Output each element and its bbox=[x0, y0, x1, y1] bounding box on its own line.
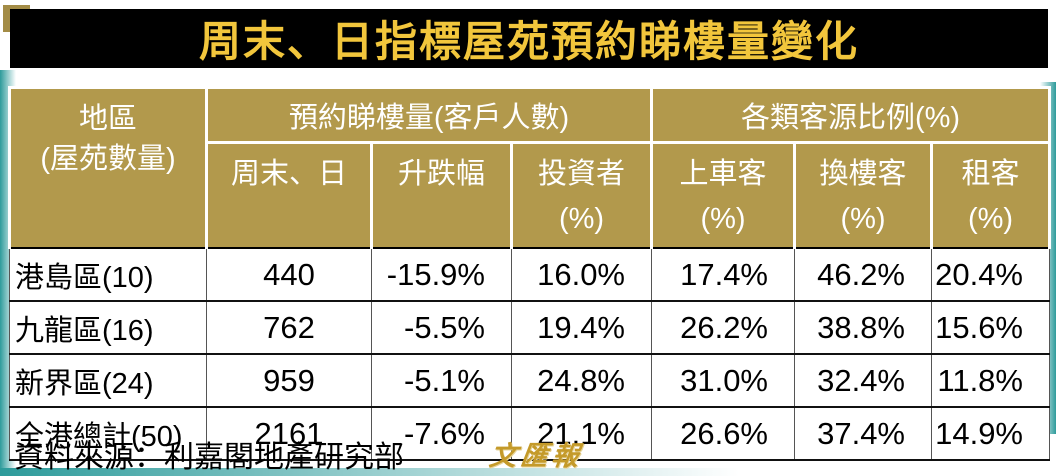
data-source-text: 資料來源：利嘉閣地產研究部 bbox=[14, 441, 404, 474]
cell-change: -5.1% bbox=[371, 353, 512, 408]
cell-renter: 20.4% bbox=[931, 247, 1050, 302]
wenweipo-logo: 文匯報 bbox=[487, 441, 585, 471]
table-row-hk-island: 港島區(10) 440 -15.9% 16.0% 17.4% 46.2% 20.… bbox=[9, 247, 1050, 302]
col-header-investor: 投資者 (%) bbox=[510, 141, 653, 249]
cell-weekend: 959 bbox=[206, 353, 372, 408]
col-header-weekend: 周末、日 bbox=[205, 141, 373, 249]
cell-region: 港島區(10) bbox=[9, 247, 207, 302]
cell-weekend: 762 bbox=[206, 300, 372, 355]
col-header-change: 升跌幅 bbox=[370, 141, 513, 249]
cell-change: -15.9% bbox=[371, 247, 512, 302]
col-header-first-time-buyer: 上車客 (%) bbox=[650, 141, 796, 249]
table-row-kowloon: 九龍區(16) 762 -5.5% 19.4% 26.2% 38.8% 15.6… bbox=[9, 300, 1050, 355]
col-header-weekend-label: 周末、日 bbox=[230, 158, 347, 190]
header-region-line2: (屋苑數量) bbox=[40, 143, 176, 175]
page-title: 周末、日指標屋苑預約睇樓量變化 bbox=[198, 18, 859, 65]
cell-region: 新界區(24) bbox=[9, 353, 207, 408]
col-header-renter-label: 租客 bbox=[961, 158, 1020, 190]
cell-first-time-buyer: 26.6% bbox=[651, 406, 795, 461]
col-header-change-unit bbox=[374, 200, 509, 238]
col-header-change-label: 升跌幅 bbox=[397, 158, 485, 190]
col-header-renter-unit: (%) bbox=[967, 203, 1014, 235]
group-header-row: 地區 (屋苑數量) 預約睇樓量(客戶人數) 各類客源比例(%) bbox=[8, 86, 1051, 249]
col-header-first-time-buyer-unit: (%) bbox=[700, 203, 746, 235]
cell-first-time-buyer: 31.0% bbox=[651, 353, 795, 408]
col-header-weekend-unit bbox=[209, 200, 369, 238]
cell-upgrader: 32.4% bbox=[794, 353, 932, 408]
col-header-investor-unit: (%) bbox=[558, 203, 605, 235]
cell-investor: 16.0% bbox=[511, 247, 652, 302]
cell-investor: 19.4% bbox=[511, 300, 652, 355]
col-header-upgrader-label: 換樓客 bbox=[819, 158, 907, 190]
col-header-upgrader: 換樓客 (%) bbox=[793, 141, 933, 249]
cell-first-time-buyer: 26.2% bbox=[651, 300, 795, 355]
table-row-new-territories: 新界區(24) 959 -5.1% 24.8% 31.0% 32.4% 11.8… bbox=[9, 353, 1050, 408]
cell-upgrader: 46.2% bbox=[794, 247, 932, 302]
col-header-first-time-buyer-label: 上車客 bbox=[679, 158, 767, 190]
header-region: 地區 (屋苑數量) bbox=[8, 86, 208, 249]
cell-investor: 24.8% bbox=[511, 353, 652, 408]
cell-region: 全港總計(50) bbox=[9, 406, 207, 461]
cell-change: -7.6% bbox=[371, 406, 512, 461]
cell-upgrader: 37.4% bbox=[794, 406, 932, 461]
title-banner: 周末、日指標屋苑預約睇樓量變化 bbox=[10, 9, 1048, 68]
data-table: 地區 (屋苑數量) 預約睇樓量(客戶人數) 各類客源比例(%) 周末、日 升跌幅… bbox=[8, 86, 1051, 461]
cell-upgrader: 38.8% bbox=[794, 300, 932, 355]
cell-change: -5.5% bbox=[371, 300, 512, 355]
header-region-line1: 地區 bbox=[78, 103, 137, 135]
group-header-client-mix: 各類客源比例(%) bbox=[650, 86, 1051, 144]
cell-weekend: 2161 bbox=[206, 406, 372, 461]
cell-renter: 11.8% bbox=[931, 353, 1050, 408]
cell-region: 九龍區(16) bbox=[9, 300, 207, 355]
cell-investor: 21.1% bbox=[511, 406, 652, 461]
cell-renter: 15.6% bbox=[931, 300, 1050, 355]
col-header-investor-label: 投資者 bbox=[537, 158, 625, 190]
cell-first-time-buyer: 17.4% bbox=[651, 247, 795, 302]
col-header-upgrader-unit: (%) bbox=[840, 203, 886, 235]
group-header-bookings: 預約睇樓量(客戶人數) bbox=[205, 86, 653, 144]
teal-edge-bottom bbox=[0, 468, 1056, 476]
sub-header-row: 周末、日 升跌幅 投資者 (%) 上車客 (%) 換樓客 (%) bbox=[10, 141, 1051, 249]
cell-weekend: 440 bbox=[206, 247, 372, 302]
cell-renter: 14.9% bbox=[931, 406, 1050, 461]
col-header-renter: 租客 (%) bbox=[930, 141, 1051, 249]
table-row-total: 全港總計(50) 2161 -7.6% 21.1% 26.6% 37.4% 14… bbox=[9, 406, 1050, 461]
